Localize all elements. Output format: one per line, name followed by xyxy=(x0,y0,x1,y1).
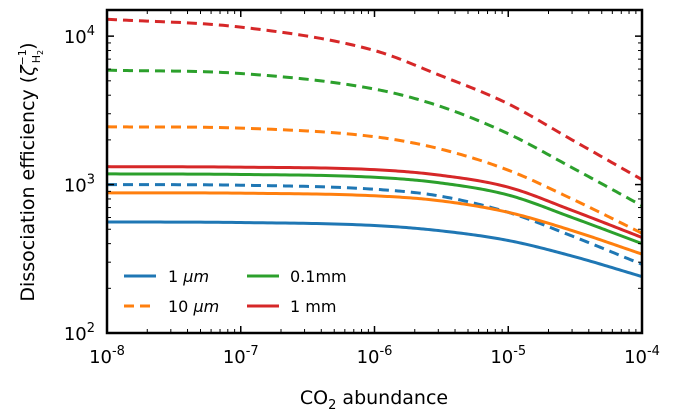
plot-frame xyxy=(105,8,644,335)
y-tick-label: 102 xyxy=(64,321,95,345)
y-tick-label: 104 xyxy=(64,24,95,48)
series-line-3-dashed xyxy=(107,125,642,235)
y-axis-label: Dissociation efficiency (ζ−1H2) xyxy=(16,42,45,301)
legend-label-0-1mm: 0.1mm xyxy=(290,267,347,286)
x-tick-label: 10-4 xyxy=(624,344,660,368)
ticks-layer: 10-8 10-7 10-6 10-5 10-4 102 103 104 xyxy=(64,10,660,368)
x-tick-label: 10-7 xyxy=(223,344,259,368)
legend-label-1um: 1 μm xyxy=(168,267,209,286)
x-tick-label: 10-5 xyxy=(490,344,526,368)
legend-label-1mm: 1 mm xyxy=(290,297,336,316)
series-line-5-dashed xyxy=(107,68,642,208)
x-tick-label: 10-6 xyxy=(357,344,393,368)
legend-label-10um: 10 μm xyxy=(168,297,219,316)
y-tick-label: 103 xyxy=(64,173,95,197)
series-line-0-solid xyxy=(107,220,642,278)
series-line-4-solid xyxy=(107,172,642,246)
x-tick-label: 10-8 xyxy=(89,344,125,368)
x-axis-label: CO2 abundance xyxy=(300,387,448,411)
series-line-2-solid xyxy=(107,191,642,256)
legend: 1 μm 10 μm 0.1mm 1 mm xyxy=(124,267,347,316)
series-line-1-dashed xyxy=(107,183,642,266)
series-line-6-solid xyxy=(107,165,642,239)
series-layer xyxy=(107,17,642,278)
series-line-7-dashed xyxy=(107,17,642,181)
